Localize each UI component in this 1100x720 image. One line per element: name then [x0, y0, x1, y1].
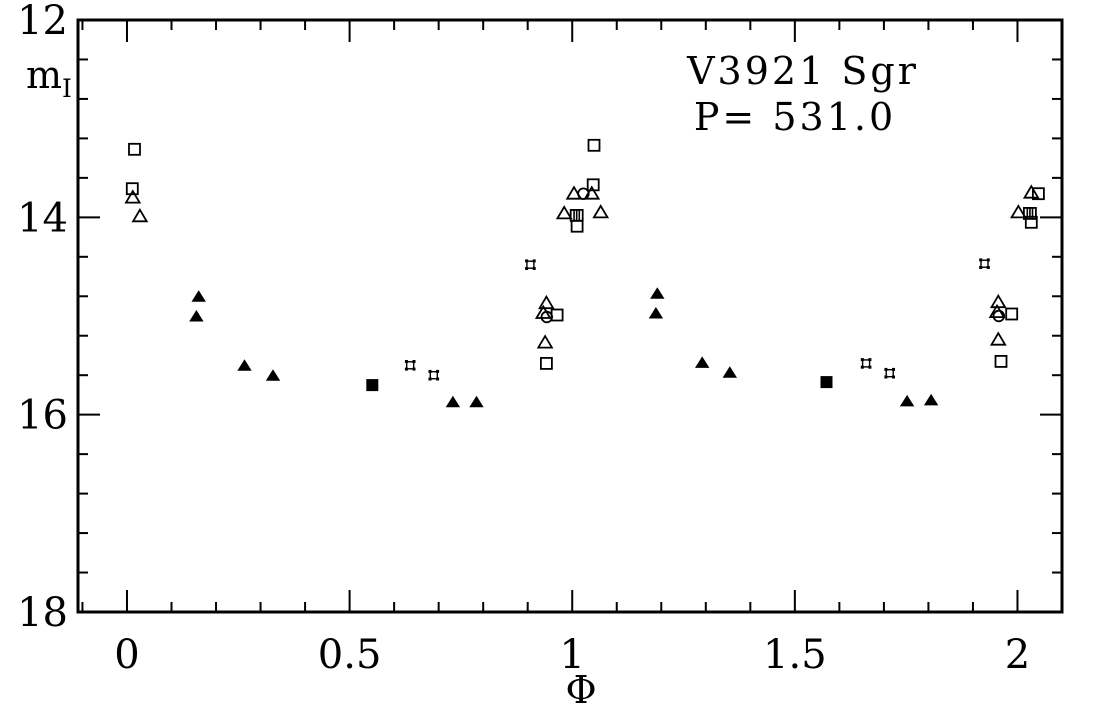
- data-point-striped-square: [569, 208, 584, 222]
- chart-title: V3921 Sgr: [686, 49, 919, 93]
- data-point-open-square: [125, 182, 139, 196]
- data-point-open-circle: [577, 187, 590, 200]
- data-point-open-star: [428, 369, 440, 381]
- y-tick-label: 18: [17, 590, 68, 636]
- x-tick-label: 2: [1005, 632, 1030, 678]
- series-filled-triangle: [189, 287, 939, 408]
- data-point-open-square: [1005, 307, 1019, 321]
- data-point-open-triangle: [989, 293, 1007, 309]
- series-filled-square: [366, 376, 833, 392]
- data-point-open-star: [404, 360, 416, 371]
- x-tick-label: 1: [559, 632, 584, 678]
- y-tick-label: 16: [17, 393, 68, 439]
- data-point-open-square: [128, 142, 141, 156]
- x-tick-label: 1.5: [763, 632, 827, 678]
- y-tick-label: 12: [17, 0, 68, 44]
- chart-period-label: P= 531.0: [694, 95, 896, 139]
- data-point-filled-triangle: [650, 287, 665, 299]
- y-tick-label: 14: [17, 195, 68, 241]
- data-point-open-triangle: [989, 331, 1007, 346]
- series-open-star: [404, 258, 990, 381]
- data-point-filled-triangle: [237, 359, 252, 371]
- data-point-open-square: [540, 356, 553, 370]
- data-point-filled-triangle: [191, 290, 206, 302]
- data-point-filled-square: [820, 376, 833, 389]
- data-point-open-triangle: [1022, 184, 1040, 199]
- x-axis-label: Φ: [566, 668, 597, 712]
- data-point-open-square: [570, 219, 584, 233]
- series-striped-square: [569, 206, 1037, 222]
- data-point-open-star: [884, 367, 895, 379]
- data-point-open-circle: [540, 310, 553, 324]
- data-point-open-triangle: [538, 294, 555, 310]
- data-point-striped-square: [1023, 206, 1037, 220]
- x-tick-label: 0.5: [318, 632, 382, 678]
- data-point-open-star: [860, 358, 872, 369]
- data-point-open-circle: [992, 309, 1005, 323]
- data-point-open-square: [587, 138, 601, 152]
- data-point-open-triangle: [536, 334, 554, 349]
- data-point-open-star: [979, 258, 990, 269]
- data-point-open-star: [525, 259, 536, 270]
- y-axis-label: mI: [26, 53, 72, 103]
- data-point-filled-square: [366, 379, 379, 392]
- data-point-open-triangle: [124, 189, 142, 204]
- plot-frame: [76, 18, 1064, 614]
- series-open-square: [125, 138, 1045, 370]
- data-point-filled-triangle: [189, 310, 204, 322]
- data-point-open-square: [1032, 187, 1045, 201]
- data-point-open-triangle: [592, 204, 610, 219]
- data-point-filled-triangle: [648, 307, 664, 319]
- data-point-filled-triangle: [469, 395, 484, 408]
- data-point-filled-triangle: [899, 394, 915, 407]
- data-point-filled-triangle: [722, 366, 737, 378]
- data-point-filled-triangle: [923, 393, 939, 406]
- data-point-open-square: [550, 308, 564, 322]
- x-tick-label: 0: [114, 632, 139, 678]
- data-point-filled-triangle: [265, 369, 281, 381]
- data-point-filled-triangle: [445, 395, 461, 408]
- data-point-open-square: [994, 354, 1008, 368]
- data-point-open-square: [1024, 215, 1038, 229]
- series-open-circle: [540, 187, 1005, 324]
- data-point-open-triangle: [1010, 204, 1027, 219]
- data-point-open-triangle: [555, 205, 573, 220]
- data-point-open-triangle: [131, 208, 149, 223]
- data-point-filled-triangle: [695, 356, 710, 368]
